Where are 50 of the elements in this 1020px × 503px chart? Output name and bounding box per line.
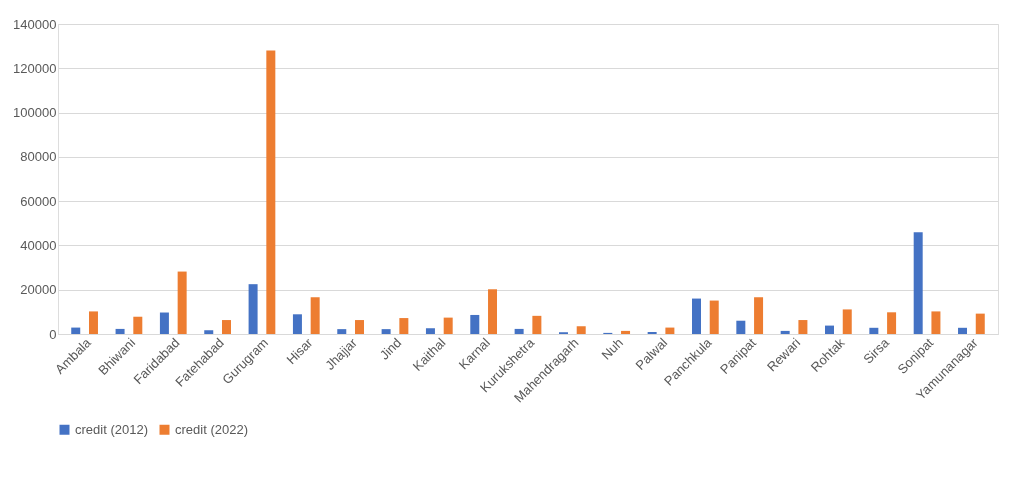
x-tick-label: Nuh <box>598 335 626 363</box>
bar <box>470 314 480 334</box>
bar <box>842 309 852 334</box>
bar <box>443 317 453 334</box>
y-tick-label: 100000 <box>13 105 57 121</box>
bar <box>310 297 320 334</box>
legend-label: credit (2012) <box>75 421 148 437</box>
bar <box>754 297 764 334</box>
bar <box>266 50 276 334</box>
bar <box>576 326 586 334</box>
bar <box>975 313 985 334</box>
y-tick-label: 120000 <box>13 60 57 76</box>
bar <box>780 330 790 334</box>
bar <box>887 312 897 334</box>
bar <box>355 320 365 334</box>
bar <box>665 327 675 334</box>
bar <box>798 320 808 334</box>
bar <box>399 318 409 334</box>
bar <box>115 328 125 334</box>
bar <box>709 300 719 334</box>
bar <box>691 298 701 334</box>
bar <box>71 327 81 334</box>
bar <box>514 328 524 334</box>
bar <box>736 320 746 334</box>
bar <box>931 311 941 334</box>
y-tick-label: 0 <box>49 326 57 342</box>
bar <box>869 327 879 334</box>
bar <box>159 312 169 334</box>
bar <box>88 311 98 334</box>
bar <box>177 271 187 334</box>
bar <box>204 330 214 334</box>
bar <box>337 329 347 334</box>
bar <box>292 314 302 334</box>
bar <box>221 320 231 334</box>
y-tick-label: 60000 <box>20 193 57 209</box>
bar <box>248 284 258 334</box>
y-tick-label: 40000 <box>20 237 57 253</box>
y-tick-label: 140000 <box>13 16 57 32</box>
bar <box>958 327 968 334</box>
y-tick-label: 80000 <box>20 149 57 165</box>
bar <box>532 315 542 334</box>
bar <box>488 289 498 334</box>
bar <box>825 325 835 334</box>
bar <box>913 232 923 334</box>
legend-label: credit (2022) <box>175 421 248 437</box>
bar <box>133 316 143 334</box>
y-tick-label: 20000 <box>20 282 57 298</box>
bar <box>381 329 391 334</box>
bar <box>621 330 631 334</box>
bar <box>425 328 435 334</box>
